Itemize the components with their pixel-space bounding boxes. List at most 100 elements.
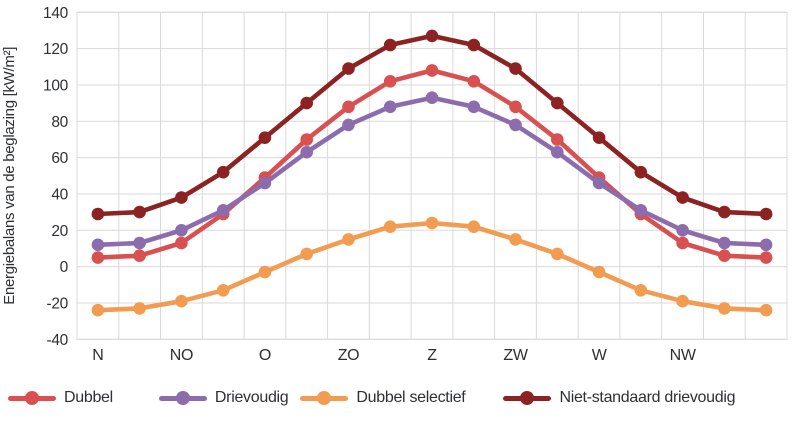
data-point <box>425 216 439 230</box>
plot-border <box>76 11 788 340</box>
data-point <box>258 176 272 190</box>
legend-marker-icon <box>158 391 207 405</box>
y-tick-label: 100 <box>43 78 69 95</box>
data-point <box>300 145 314 159</box>
legend-item: Dubbel selectief <box>300 389 466 407</box>
data-point <box>91 238 105 252</box>
data-point <box>551 247 564 261</box>
data-point <box>592 265 606 279</box>
data-point <box>216 284 230 297</box>
y-tick-label: 40 <box>51 187 68 204</box>
data-point <box>759 238 773 252</box>
data-point <box>133 236 146 250</box>
data-point <box>383 220 397 233</box>
data-point <box>592 176 606 190</box>
x-axis-label: N <box>92 347 103 364</box>
data-point <box>91 207 105 221</box>
data-point <box>467 38 481 52</box>
data-point <box>175 236 188 250</box>
data-point <box>718 302 731 315</box>
data-point <box>342 62 355 75</box>
data-point <box>634 165 648 179</box>
legend-marker-dot-icon <box>25 391 39 405</box>
data-point <box>718 249 731 262</box>
data-point <box>759 251 773 264</box>
data-point <box>216 204 230 217</box>
data-point <box>676 236 689 250</box>
legend-marker-dot-icon <box>175 391 190 405</box>
data-point <box>175 191 188 204</box>
data-point <box>467 220 481 233</box>
data-point <box>676 294 689 308</box>
legend-item: Niet-standaard drievoudig <box>503 389 735 407</box>
legend-item: Dubbel <box>8 389 113 407</box>
data-point <box>258 131 272 144</box>
x-axis-label: O <box>259 347 271 364</box>
x-axis-label: NO <box>170 347 193 364</box>
data-point <box>216 165 230 179</box>
data-point <box>91 251 105 264</box>
legend-item: Drievoudig <box>158 389 289 407</box>
legend-marker-icon <box>8 391 56 405</box>
data-point <box>509 62 522 75</box>
data-point <box>258 265 272 279</box>
data-point <box>300 96 314 110</box>
data-point <box>467 75 481 88</box>
data-point <box>509 118 522 132</box>
series-niet-standaard-drievoudig <box>91 29 773 221</box>
data-point <box>383 75 397 88</box>
y-axis-tick-labels: 140 120 100 80 60 40 20 0 -20 -40 <box>43 5 69 349</box>
y-tick-label: 60 <box>51 150 68 167</box>
data-point <box>634 204 648 217</box>
x-axis-label: ZW <box>503 347 528 364</box>
data-point <box>634 284 648 297</box>
data-point <box>425 29 439 43</box>
y-tick-label: -40 <box>46 332 68 349</box>
data-point <box>718 205 731 219</box>
legend-marker-icon <box>503 391 552 405</box>
data-point <box>342 100 355 114</box>
legend-marker-icon <box>300 391 349 405</box>
data-point <box>175 224 188 237</box>
data-point <box>676 191 689 204</box>
data-point <box>509 100 522 114</box>
x-axis-label: ZO <box>338 347 360 364</box>
y-tick-label: -20 <box>46 296 68 313</box>
series-dubbel-selectief <box>91 216 773 317</box>
data-point <box>300 247 314 261</box>
x-axis-labels: N NO O ZO Z ZW W NW <box>92 347 697 364</box>
data-point <box>133 205 146 219</box>
y-tick-label: 80 <box>51 114 68 131</box>
data-point <box>425 91 439 104</box>
y-tick-label: 0 <box>60 259 69 276</box>
gridlines <box>76 11 788 340</box>
data-point <box>133 249 146 262</box>
data-point <box>342 118 355 132</box>
chart-legend: Dubbel Drievoudig Dubbel selectief Niet-sta… <box>0 384 800 412</box>
y-tick-label: 140 <box>43 5 69 22</box>
legend-marker-dot-icon <box>317 391 332 405</box>
data-point <box>718 236 731 250</box>
data-point <box>300 133 314 146</box>
data-point <box>676 224 689 237</box>
y-tick-label: 120 <box>43 41 69 58</box>
x-axis-label: W <box>592 347 608 364</box>
y-tick-label: 20 <box>51 223 68 240</box>
data-point <box>383 38 397 52</box>
x-axis-label: Z <box>427 347 437 364</box>
data-point <box>425 64 439 77</box>
data-point <box>759 207 773 221</box>
data-point <box>592 131 606 144</box>
x-axis-label: NW <box>670 347 697 364</box>
series-drievoudig <box>91 91 773 252</box>
data-point <box>342 233 355 246</box>
y-axis-title: Energiebalans van de beglazing [kW/m²] <box>1 47 18 305</box>
data-point <box>551 96 564 110</box>
legend-label: Drievoudig <box>214 389 289 406</box>
data-point <box>467 100 481 114</box>
legend-label: Dubbel <box>64 389 113 406</box>
data-point <box>91 303 105 317</box>
data-point <box>551 145 564 159</box>
